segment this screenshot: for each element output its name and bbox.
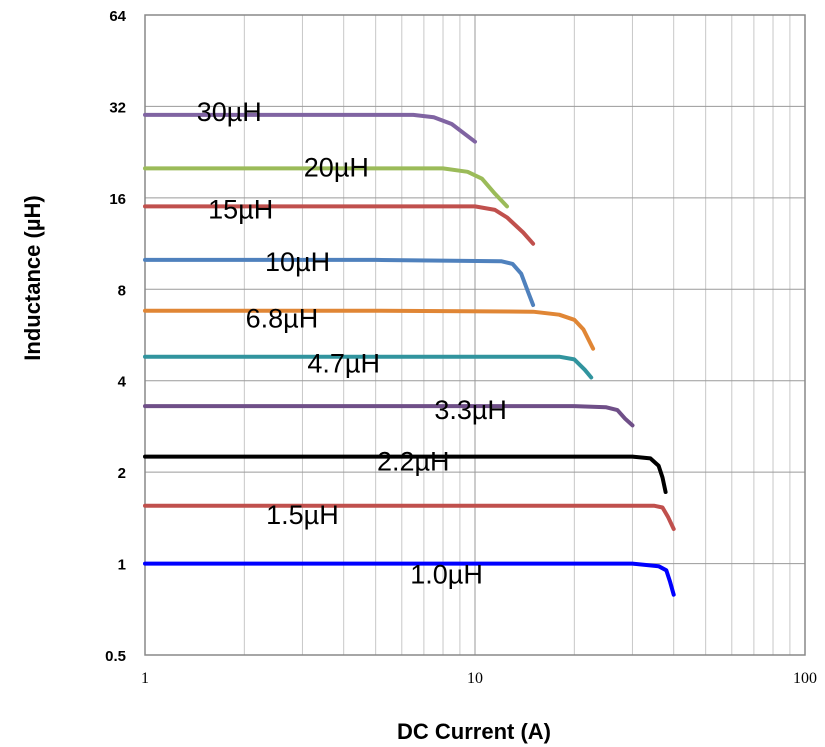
series-label: 30µH [197, 97, 262, 127]
series-line [143, 166, 509, 209]
series-label: 3.3µH [434, 395, 507, 425]
series-label: 6.8µH [246, 304, 319, 334]
x-tick-labels: 1 10 100 [141, 670, 817, 687]
y-tick-label: 2 [118, 465, 126, 482]
y-tick-label: 8 [118, 282, 126, 299]
series-line [143, 561, 676, 597]
x-tick-label: 100 [793, 670, 817, 687]
series-label: 2.2µH [377, 447, 450, 477]
series-label: 15µH [208, 194, 273, 224]
series-labels: 30µH 20µH 15µH 10µH 6.8µH 4.7µH 3.3µH 2.2µH 1.5µ… [197, 97, 507, 590]
y-axis-title: Inductance (µH) [20, 195, 45, 360]
series-lines [143, 112, 676, 597]
series-line [143, 204, 536, 246]
y-tick-label: 64 [109, 8, 126, 25]
series-label: 20µH [304, 152, 369, 182]
y-tick-label: 0.5 [105, 648, 126, 665]
series-line [143, 404, 635, 428]
y-tick-label: 16 [109, 191, 126, 208]
series-label: 1.5µH [266, 500, 339, 530]
x-tick-label: 10 [467, 670, 483, 687]
plot-area [144, 14, 806, 656]
series-line [143, 503, 676, 531]
y-tick-labels: 0.5 1 2 4 8 16 32 64 [105, 8, 127, 665]
y-tick-label: 1 [118, 557, 126, 574]
series-line [143, 257, 536, 307]
x-axis-title: DC Current (A) [397, 719, 551, 744]
x-tick-label: 1 [141, 670, 149, 687]
y-tick-label: 32 [109, 99, 126, 116]
series-line [143, 112, 477, 144]
series-line [143, 354, 594, 380]
series-line [143, 308, 596, 351]
y-tick-label: 4 [118, 374, 127, 391]
series-label: 4.7µH [307, 349, 380, 379]
series-label: 1.0µH [410, 560, 483, 590]
series-line [143, 454, 668, 494]
series-label: 10µH [265, 247, 330, 277]
